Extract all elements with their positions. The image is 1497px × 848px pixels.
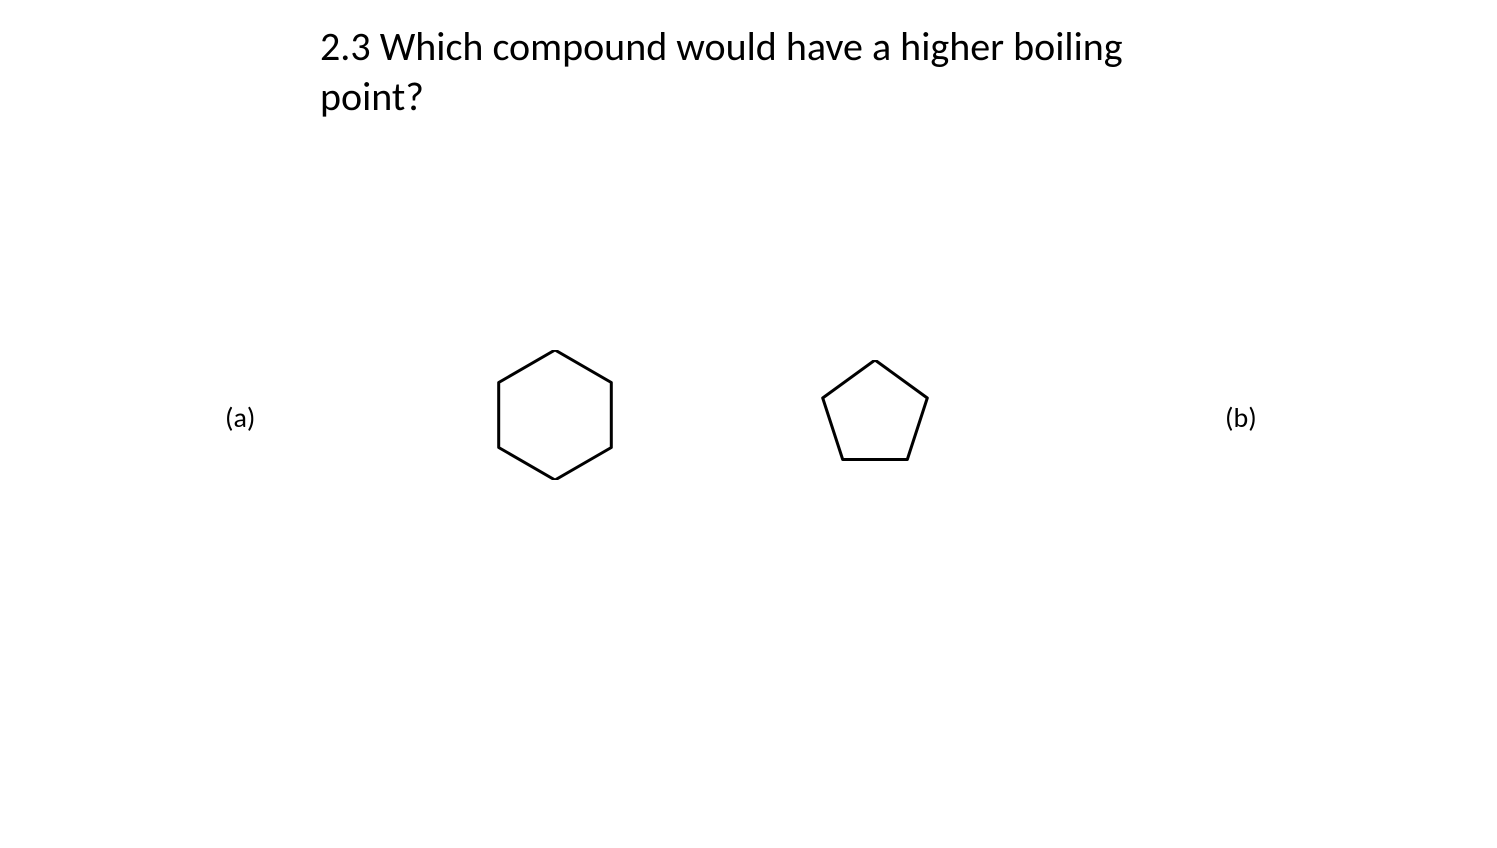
cyclopentane-structure	[820, 360, 930, 475]
pentagon-shape	[823, 360, 928, 460]
label-b: (b)	[1225, 400, 1257, 435]
label-a: (a)	[225, 400, 255, 435]
question-title: 2.3 Which compound would have a higher b…	[320, 22, 1220, 122]
hexagon-shape	[499, 350, 612, 480]
cyclohexane-structure	[490, 350, 620, 485]
